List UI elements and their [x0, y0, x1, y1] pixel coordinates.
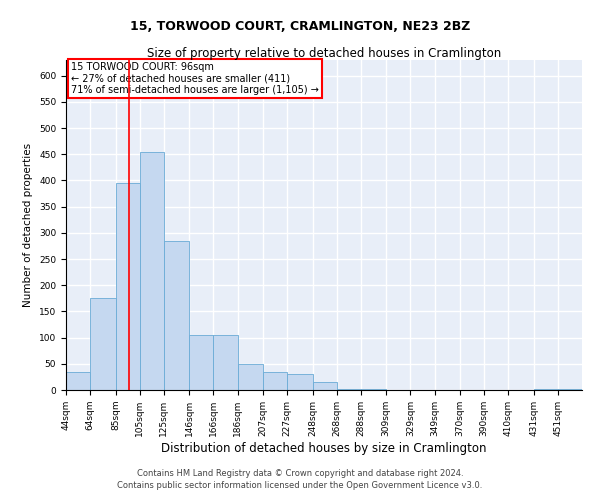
Bar — [214, 335, 238, 390]
Bar — [66, 372, 90, 390]
Bar — [287, 374, 313, 390]
Bar — [558, 389, 582, 390]
Bar — [189, 335, 214, 390]
Text: Contains public sector information licensed under the Open Government Licence v3: Contains public sector information licen… — [118, 481, 482, 490]
Bar — [263, 372, 287, 390]
Bar — [90, 298, 116, 390]
Text: 15, TORWOOD COURT, CRAMLINGTON, NE23 2BZ: 15, TORWOOD COURT, CRAMLINGTON, NE23 2BZ — [130, 20, 470, 33]
Bar — [313, 382, 337, 390]
Y-axis label: Number of detached properties: Number of detached properties — [23, 143, 34, 307]
Bar — [140, 152, 164, 390]
Bar — [337, 389, 361, 390]
Title: Size of property relative to detached houses in Cramlington: Size of property relative to detached ho… — [147, 47, 501, 60]
Bar — [164, 240, 189, 390]
Bar — [238, 364, 263, 390]
Text: 15 TORWOOD COURT: 96sqm
← 27% of detached houses are smaller (411)
71% of semi-d: 15 TORWOOD COURT: 96sqm ← 27% of detache… — [71, 62, 319, 95]
X-axis label: Distribution of detached houses by size in Cramlington: Distribution of detached houses by size … — [161, 442, 487, 454]
Bar — [116, 183, 140, 390]
Text: Contains HM Land Registry data © Crown copyright and database right 2024.: Contains HM Land Registry data © Crown c… — [137, 468, 463, 477]
Bar — [533, 389, 558, 390]
Bar — [361, 389, 386, 390]
